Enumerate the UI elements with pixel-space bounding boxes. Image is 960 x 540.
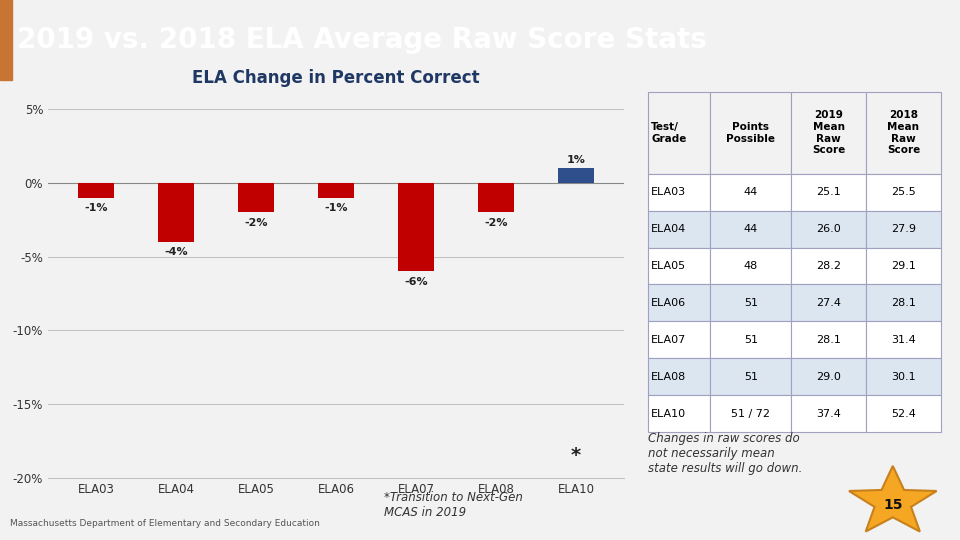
Bar [0,0,12,80]
Text: *Transition to Next-Gen
MCAS in 2019: *Transition to Next-Gen MCAS in 2019 [384,491,523,519]
Bar [238,183,274,212]
Text: 2019 vs. 2018 ELA Average Raw Score Stats: 2019 vs. 2018 ELA Average Raw Score Stat… [17,26,707,54]
Text: -1%: -1% [324,203,348,213]
Text: -2%: -2% [244,218,268,228]
Bar [478,183,514,212]
Bar [398,183,434,272]
Title: ELA Change in Percent Correct: ELA Change in Percent Correct [192,69,480,87]
Text: -6%: -6% [404,276,428,287]
Bar [78,183,114,198]
Text: Changes in raw scores do
not necessarily mean
state results will go down.: Changes in raw scores do not necessarily… [648,432,803,475]
Text: 1%: 1% [566,154,586,165]
Text: -2%: -2% [484,218,508,228]
Text: -4%: -4% [164,247,188,257]
Bar [558,168,594,183]
Text: Massachusetts Department of Elementary and Secondary Education: Massachusetts Department of Elementary a… [10,519,320,528]
Bar [158,183,194,242]
Text: -1%: -1% [84,203,108,213]
Text: 15: 15 [883,498,902,512]
Bar [318,183,354,198]
Polygon shape [849,466,937,531]
Text: *: * [571,446,581,465]
